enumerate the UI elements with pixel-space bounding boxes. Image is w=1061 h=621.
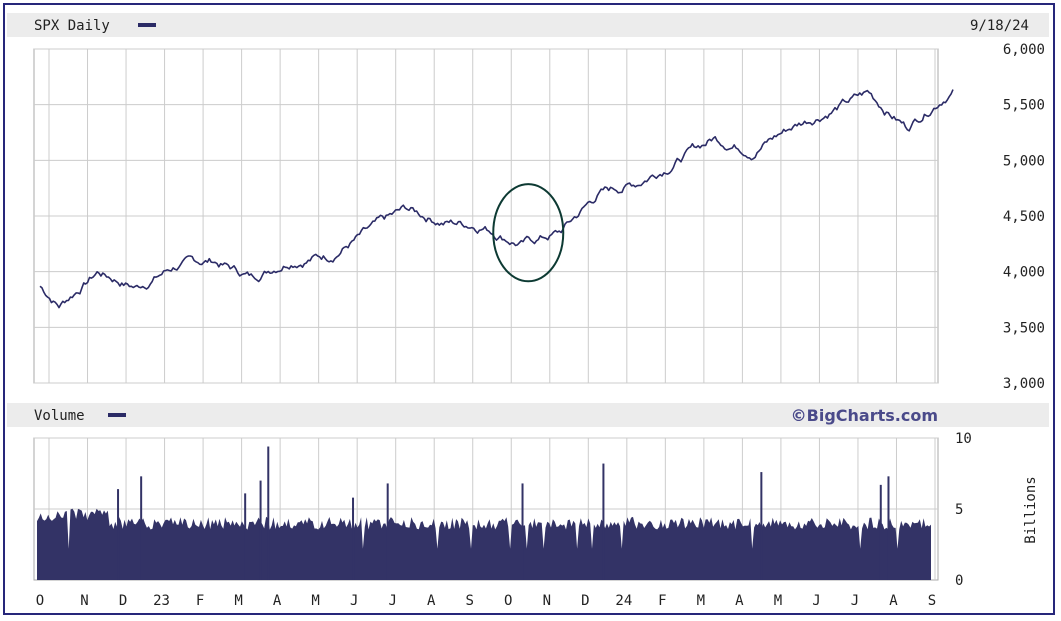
volume-panel: 10 5 0 Billions: [33, 431, 1039, 589]
volume-spike: [887, 476, 890, 580]
volume-y-tick-label: 10: [955, 431, 972, 447]
bigcharts-watermark: ©BigCharts.com: [791, 406, 938, 425]
header-band: [7, 13, 1049, 37]
price-series-line: [39, 89, 954, 309]
x-tick-label: N: [543, 593, 551, 609]
volume-gridlines: [34, 437, 938, 580]
volume-spike: [244, 493, 247, 580]
chart-frame: SPX Daily 9/18/24 6,000 5,500 5,000 4,500 4,…: [3, 3, 1055, 615]
volume-header-band: [7, 403, 1049, 427]
volume-spike: [386, 483, 389, 580]
x-tick-label: N: [80, 593, 88, 609]
volume-spike: [117, 489, 120, 580]
volume-y-tick-label: 0: [955, 573, 963, 589]
x-tick-label: F: [196, 593, 204, 609]
volume-spike: [760, 472, 763, 580]
x-tick-label: M: [311, 593, 319, 609]
volume-spike: [521, 483, 524, 580]
volume-legend-swatch: [108, 413, 126, 417]
volume-spike: [352, 497, 355, 580]
chart-title: SPX Daily: [34, 18, 110, 34]
price-y-tick-label: 6,000: [1003, 42, 1045, 58]
price-y-tick-label: 3,000: [1003, 376, 1045, 392]
x-axis: O N D 23 F M A M J J A S O N D 24 F M A M J J A S: [36, 593, 936, 609]
volume-spike: [267, 446, 270, 580]
volume-spike: [140, 476, 143, 580]
price-y-tick-label: 4,000: [1003, 265, 1045, 281]
x-tick-label: A: [273, 593, 282, 609]
x-tick-label: M: [774, 593, 782, 609]
x-tick-label: 23: [153, 593, 170, 609]
price-panel: 6,000 5,500 5,000 4,500 4,000 3,500 3,000: [33, 42, 1045, 392]
x-tick-label: O: [504, 593, 512, 609]
price-y-tick-label: 5,000: [1003, 153, 1045, 169]
volume-spike: [602, 463, 605, 580]
volume-label: Volume: [34, 408, 85, 424]
volume-y-tick-label: 5: [955, 502, 963, 518]
x-tick-label: S: [928, 593, 936, 609]
volume-unit-label: Billions: [1023, 476, 1039, 543]
volume-spike: [259, 480, 262, 580]
x-tick-label: J: [851, 593, 859, 609]
volume-spikes: [117, 446, 890, 580]
price-gridlines: [34, 48, 938, 384]
volume-y-axis: 10 5 0: [955, 431, 972, 589]
annotation-ellipse: [492, 183, 565, 283]
x-tick-label: A: [427, 593, 436, 609]
x-tick-label: F: [658, 593, 666, 609]
volume-spike: [879, 484, 882, 580]
x-tick-label: J: [812, 593, 820, 609]
x-tick-label: D: [119, 593, 127, 609]
x-tick-label: A: [889, 593, 898, 609]
price-y-axis: 6,000 5,500 5,000 4,500 4,000 3,500 3,000: [1003, 42, 1045, 392]
spx-chart: SPX Daily 9/18/24 6,000 5,500 5,000 4,500 4,…: [7, 13, 1049, 609]
price-y-tick-label: 3,500: [1003, 320, 1045, 336]
price-y-tick-label: 5,500: [1003, 98, 1045, 114]
x-tick-label: M: [697, 593, 705, 609]
x-tick-label: A: [735, 593, 744, 609]
x-tick-label: O: [36, 593, 44, 609]
x-tick-label: J: [388, 593, 396, 609]
chart-date: 9/18/24: [970, 18, 1029, 34]
x-tick-label: S: [466, 593, 474, 609]
x-tick-label: M: [234, 593, 242, 609]
x-tick-label: J: [350, 593, 358, 609]
x-tick-label: D: [581, 593, 589, 609]
x-tick-label: 24: [615, 593, 632, 609]
price-y-tick-label: 4,500: [1003, 209, 1045, 225]
price-legend-swatch: [138, 23, 156, 27]
